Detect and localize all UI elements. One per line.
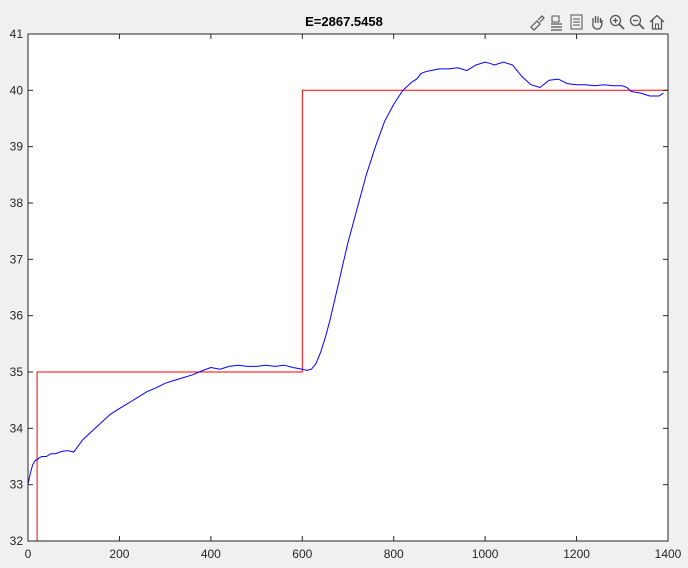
axes-background	[28, 34, 668, 541]
y-tick-label: 38	[10, 196, 24, 210]
x-tick-label: 1400	[655, 547, 682, 561]
zoom-out-icon[interactable]	[628, 13, 646, 31]
y-tick-label: 36	[10, 309, 24, 323]
y-tick-label: 33	[10, 478, 24, 492]
pan-icon[interactable]	[588, 13, 606, 31]
y-tick-label: 35	[10, 365, 24, 379]
y-tick-label: 41	[10, 27, 24, 41]
x-tick-label: 0	[25, 547, 32, 561]
data-tips-icon[interactable]	[548, 13, 566, 31]
series-line-1	[27, 61, 664, 485]
figure-toolbar	[528, 12, 666, 32]
y-tick-label: 39	[10, 140, 24, 154]
zoom-in-icon[interactable]	[608, 13, 626, 31]
legend-icon[interactable]	[568, 13, 586, 31]
axes-box	[27, 33, 669, 542]
x-tick-label: 200	[109, 547, 129, 561]
y-tick-label: 34	[10, 421, 24, 435]
x-tick-label: 1200	[563, 547, 590, 561]
brush-icon[interactable]	[528, 13, 546, 31]
home-icon[interactable]	[648, 13, 666, 31]
y-tick-label: 40	[10, 83, 24, 97]
ticks-layer: 0 200 400 600 800 1000 1200 1400 32 33 34 35 36 37 38 3…	[10, 27, 682, 561]
x-tick-label: 600	[292, 547, 312, 561]
x-tick-label: 400	[201, 547, 221, 561]
x-tick-label: 1000	[472, 547, 499, 561]
y-tick-label: 37	[10, 252, 24, 266]
chart-title: E=2867.5458	[305, 14, 383, 29]
x-tick-label: 800	[384, 547, 404, 561]
y-tick-label: 32	[10, 534, 24, 548]
